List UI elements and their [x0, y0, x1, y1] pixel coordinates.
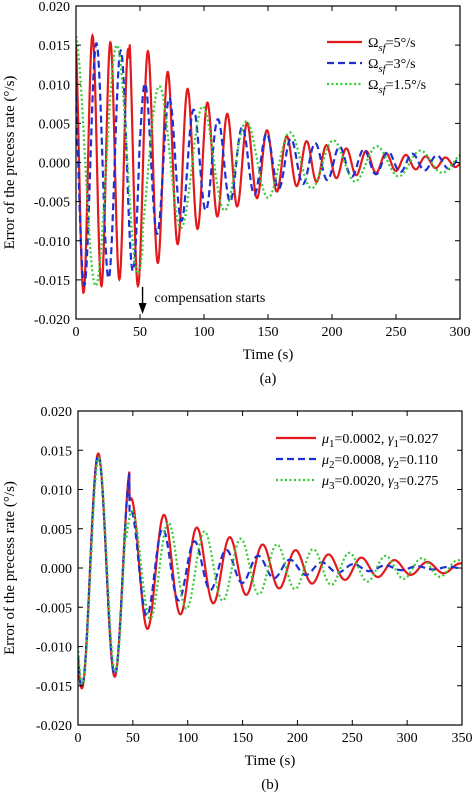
legend-symbol: Ω — [368, 78, 378, 93]
y-tick-label: 0.015 — [39, 39, 71, 54]
chart-panel-2: 0 50 100 150 200 250 300 350 -0.020 -0.015 -0.010 -… — [2, 405, 473, 793]
legend-symbol: Ω — [368, 36, 378, 51]
legend-value: =3°/s — [386, 57, 416, 72]
legend-subscript: sf — [378, 84, 387, 96]
series-line-2 — [76, 42, 460, 287]
y-tick-label: 0.005 — [39, 117, 71, 132]
legend-subscript: sf — [378, 42, 387, 54]
y-tick-label: -0.015 — [36, 680, 72, 695]
x-tick-label: 150 — [258, 325, 279, 340]
y-tick-label: 0.015 — [41, 444, 73, 459]
x-tick-label: 50 — [133, 325, 147, 340]
legend-value: =0.0008, — [335, 453, 385, 468]
legend-symbol: γ — [384, 453, 394, 468]
legend-value: =0.027 — [399, 432, 438, 447]
annotation-text: compensation starts — [155, 291, 266, 306]
series-line-3 — [76, 35, 460, 288]
legend-value: =0.110 — [399, 453, 438, 468]
legend-entry: Ωsf=1.5°/s — [368, 78, 426, 96]
series-line-3 — [78, 456, 462, 686]
x-tick-label: 250 — [342, 731, 363, 746]
y-tick-label: 0.020 — [41, 405, 73, 420]
x-axis-label: Time (s) — [243, 347, 294, 363]
legend-value: =0.0002, — [335, 432, 385, 447]
legend-symbol: μ — [321, 453, 329, 468]
y-tick-label: -0.010 — [34, 235, 70, 250]
y-tick-label: 0.005 — [41, 523, 73, 538]
legend-entry: μ3=0.0020, γ3=0.275 — [321, 474, 438, 492]
series-line-2 — [78, 454, 462, 688]
y-tick-label: 0.010 — [39, 78, 71, 93]
chart-panel-1: 0 50 100 150 200 250 300 -0.020 -0.015 -0.010 -0.0… — [2, 0, 471, 387]
legend-subscript: sf — [378, 63, 387, 75]
legend-entry: μ2=0.0008, γ2=0.110 — [321, 453, 438, 471]
y-tick-label: -0.020 — [36, 719, 72, 734]
legend-entry: Ωsf=5°/s — [368, 36, 416, 54]
legend-subscript: 1 — [393, 438, 399, 450]
legend-symbol: Ω — [368, 57, 378, 72]
legend-value: =0.0020, — [335, 474, 385, 489]
y-tick-label: -0.020 — [34, 313, 70, 328]
legend-subscript: 1 — [329, 438, 335, 450]
legend-entry: Ωsf=3°/s — [368, 57, 416, 75]
y-axis-label: Error of the precess rate (°/s) — [2, 76, 18, 250]
series-line-1 — [76, 33, 460, 295]
legend-subscript: 2 — [393, 459, 399, 471]
panel-caption: (a) — [260, 371, 277, 387]
y-tick-label: -0.005 — [36, 601, 72, 616]
y-tick-label: -0.010 — [36, 641, 72, 656]
x-tick-label: 250 — [386, 325, 407, 340]
legend-entry: μ1=0.0002, γ1=0.027 — [321, 432, 438, 450]
x-tick-label: 0 — [75, 731, 82, 746]
x-tick-label: 300 — [450, 325, 471, 340]
x-axis-label: Time (s) — [245, 753, 296, 769]
x-tick-label: 50 — [126, 731, 140, 746]
y-tick-label: -0.005 — [34, 196, 70, 211]
legend-value: =1.5°/s — [386, 78, 426, 93]
legend-subscript: 3 — [393, 480, 399, 492]
y-tick-label: 0.020 — [39, 0, 71, 15]
x-tick-label: 350 — [452, 731, 473, 746]
x-tick-label: 0 — [73, 325, 80, 340]
x-tick-label: 100 — [177, 731, 198, 746]
legend-subscript: 3 — [329, 480, 335, 492]
x-tick-label: 100 — [194, 325, 215, 340]
legend-value: =0.275 — [399, 474, 438, 489]
annotation-arrowhead — [138, 303, 147, 314]
y-tick-label: 0.000 — [41, 562, 73, 577]
legend-symbol: γ — [384, 432, 394, 447]
y-tick-label: -0.015 — [34, 274, 70, 289]
x-tick-label: 150 — [232, 731, 253, 746]
legend-subscript: 2 — [329, 459, 335, 471]
legend-symbol: γ — [384, 474, 394, 489]
x-tick-label: 300 — [397, 731, 418, 746]
panel-caption: (b) — [261, 777, 279, 793]
legend-symbol: μ — [321, 474, 329, 489]
x-tick-label: 200 — [287, 731, 308, 746]
y-axis-label: Error of the precess rate (°/s) — [2, 481, 18, 655]
legend-symbol: μ — [321, 432, 329, 447]
legend-value: =5°/s — [386, 36, 416, 51]
y-tick-label: 0.010 — [41, 484, 73, 499]
y-tick-label: 0.000 — [39, 157, 71, 172]
x-tick-label: 200 — [322, 325, 343, 340]
